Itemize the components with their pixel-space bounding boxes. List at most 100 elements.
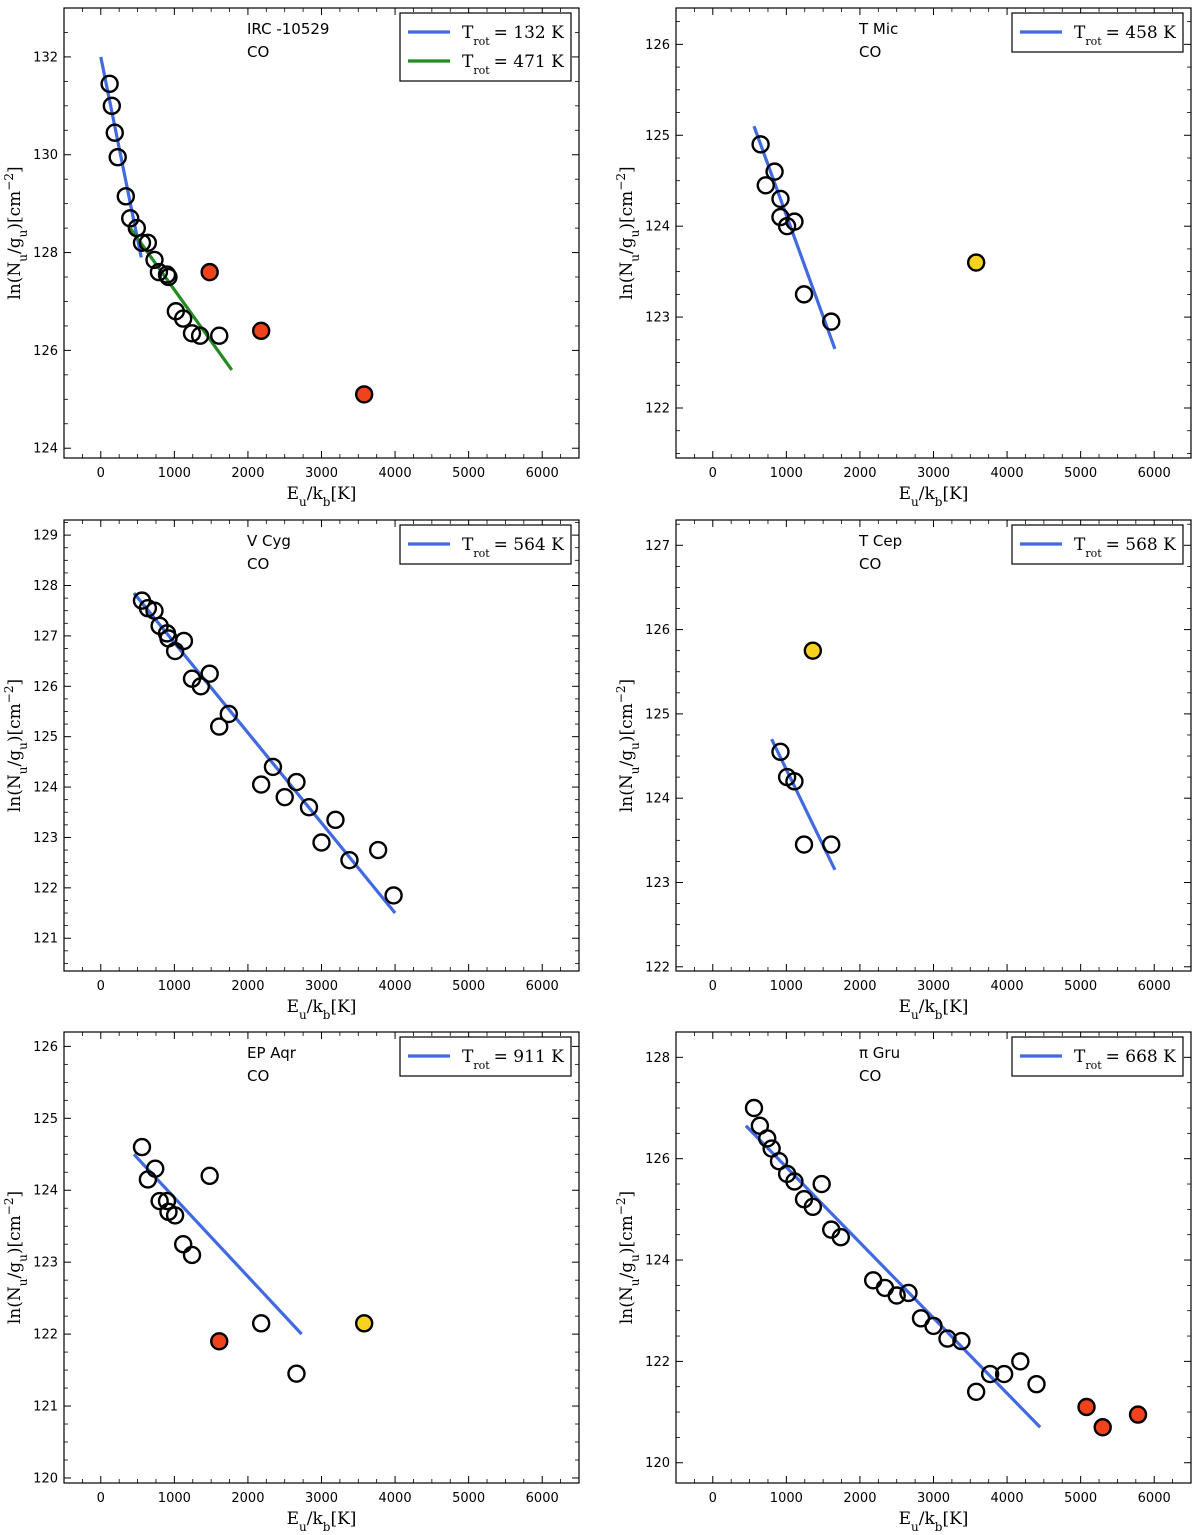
x-tick-label: 4000 [991,1491,1024,1506]
y-tick-label: 124 [33,1184,58,1199]
y-tick-label: 129 [33,529,58,544]
y-tick-label: 126 [33,1040,58,1055]
y-tick-label: 122 [645,1355,670,1370]
x-tick-label: 0 [97,466,105,481]
data-point-open [803,1197,823,1217]
data-point-open [182,324,202,343]
x-tick-label: 3000 [305,979,338,994]
panel-6: 0 1000 2000 3000 4000 5000 6000 120 122 124 126 128… [614,1031,1192,1534]
data-point-open [108,147,127,167]
data-point-open [263,757,283,777]
x-axis-label: Eu/kb[K] [899,1509,969,1534]
y-tick-label: 121 [33,1400,58,1415]
x-tick-label: 2000 [231,979,264,994]
data-point-open [744,1098,764,1118]
data-point-open [368,840,388,860]
y-tick-label: 122 [33,881,58,896]
data-point-yellow [966,253,986,272]
data-point-open [794,835,814,854]
x-tick-label: 5000 [452,466,485,481]
x-tick-label: 0 [709,1491,717,1506]
data-point-open [312,833,331,852]
data-point-red [1077,1397,1096,1417]
molecule-label: CO [859,555,881,573]
x-tick-label: 4000 [991,466,1024,481]
x-tick-label: 5000 [1064,1491,1097,1506]
star-name: IRC -10529 [247,20,329,38]
data-point-red [210,1332,229,1351]
data-point-open [794,285,814,304]
x-tick-label: 6000 [1138,979,1171,994]
data-point-open [831,1228,850,1247]
x-axis-label: Eu/kb[K] [287,1509,357,1534]
data-point-open [785,1172,804,1191]
data-point-open [384,886,403,905]
y-axis-label: ln(Nu/gu)[cm−2] [2,1191,30,1324]
data-point-open [116,187,136,206]
y-tick-label: 126 [645,623,670,638]
molecule-label: CO [247,43,269,61]
y-tick-label: 123 [645,311,670,326]
legend-entry: Trot = 132 K [462,23,564,48]
x-tick-label: 1000 [158,1491,191,1506]
molecule-label: CO [859,43,881,61]
data-point-open [287,772,306,792]
x-tick-label: 0 [709,979,717,994]
data-point-red [200,262,219,282]
x-tick-label: 3000 [305,1491,338,1506]
data-point-open [340,850,359,870]
legend-entry: Trot = 668 K [1074,1047,1176,1072]
data-point-open [771,189,790,209]
data-point-open [785,772,804,791]
axes-frame [675,7,1192,459]
x-tick-label: 0 [97,1491,105,1506]
x-tick-label: 3000 [305,466,338,481]
data-point-open [924,1316,943,1336]
legend-entry: Trot = 568 K [1074,535,1176,560]
data-point-open [765,162,784,181]
data-point-red [354,385,374,404]
data-point-open [771,742,790,762]
data-point-open [165,1206,185,1225]
data-point-open [146,1159,165,1178]
y-tick-label: 124 [645,792,670,807]
x-axis-label: Eu/kb[K] [899,484,969,509]
molecule-label: CO [859,1067,881,1085]
x-tick-label: 4000 [991,979,1024,994]
y-tick-label: 126 [645,38,670,53]
x-tick-label: 3000 [917,466,950,481]
y-tick-label: 121 [33,932,58,947]
data-point-open [200,1166,219,1186]
y-tick-label: 124 [33,781,58,796]
x-tick-label: 2000 [231,466,264,481]
x-tick-label: 4000 [379,466,412,481]
data-point-yellow [354,1314,374,1333]
data-point-open [887,1286,906,1305]
data-point-open [822,312,841,331]
star-name: T Cep [858,532,902,550]
y-tick-label: 124 [645,1254,670,1269]
x-tick-label: 5000 [1064,466,1097,481]
data-point-red [1128,1405,1148,1424]
data-point-open [980,1364,1000,1384]
y-tick-label: 128 [645,1051,670,1066]
y-tick-label: 124 [645,220,670,235]
data-point-open [758,1129,777,1148]
data-point-open [210,717,229,736]
y-tick-label: 128 [33,579,58,594]
data-point-open [899,1283,918,1303]
x-tick-label: 5000 [452,979,485,994]
data-point-open [105,123,124,142]
star-name: EP Aqr [247,1044,297,1062]
molecule-label: CO [247,1067,269,1085]
data-point-yellow [803,641,823,660]
legend-entry: Trot = 471 K [462,52,564,77]
data-point-open [275,787,294,807]
y-axis-label: ln(Nu/gu)[cm−2] [614,679,642,812]
y-tick-label: 126 [645,1152,670,1167]
x-axis-label: Eu/kb[K] [287,484,357,509]
axes-frame [63,519,580,972]
data-point-open [822,835,841,854]
y-tick-label: 122 [645,402,670,417]
data-point-open [938,1329,957,1348]
